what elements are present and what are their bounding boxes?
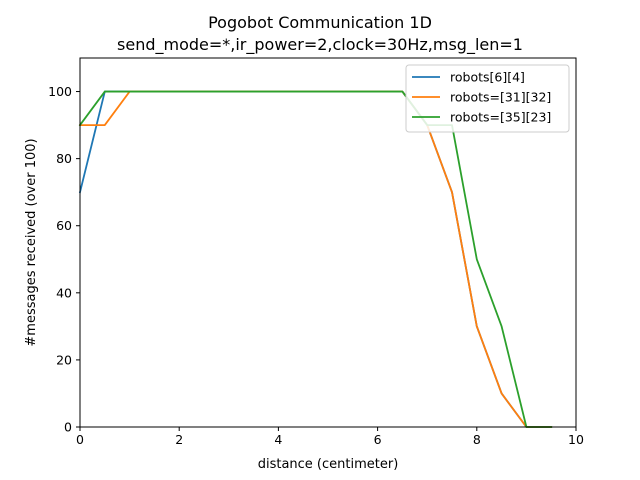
legend: robots[6][4] robots=[31][32] robots=[35][2…: [405, 64, 570, 133]
y-tick-label-1: 20: [56, 352, 72, 367]
legend-label-2: robots=[31][32]: [450, 90, 551, 105]
series-line-1: [78, 90, 553, 428]
y-tick-label-2: 40: [56, 285, 72, 300]
legend-label-1: robots[6][4]: [450, 70, 525, 85]
x-tick-label-2: 4: [274, 432, 282, 447]
y-tick-label-0: 0: [64, 420, 72, 435]
x-tick-label-3: 6: [374, 432, 382, 447]
x-axis-label: distance (centimeter): [258, 457, 399, 472]
x-tick-label-5: 10: [568, 432, 584, 447]
y-tick-label-5: 100: [48, 84, 72, 99]
y-tick-label-4: 80: [56, 151, 72, 166]
y-axis-label: #messages received (over 100): [24, 138, 39, 346]
x-tick-label-4: 8: [473, 432, 481, 447]
series-line-3: [78, 90, 553, 428]
legend-label-3: robots=[35][23]: [450, 110, 551, 125]
plot-frame: [79, 57, 577, 428]
chart-subtitle: send_mode=*,ir_power=2,clock=30Hz,msg_le…: [117, 35, 523, 55]
chart-title: Pogobot Communication 1D: [208, 13, 432, 32]
series-layer: [78, 90, 553, 428]
x-tick-label-0: 0: [76, 432, 84, 447]
x-tick-label-1: 2: [175, 432, 183, 447]
y-tick-label-3: 60: [56, 218, 72, 233]
series-line-2: [79, 90, 553, 428]
legend-box: [405, 64, 570, 133]
